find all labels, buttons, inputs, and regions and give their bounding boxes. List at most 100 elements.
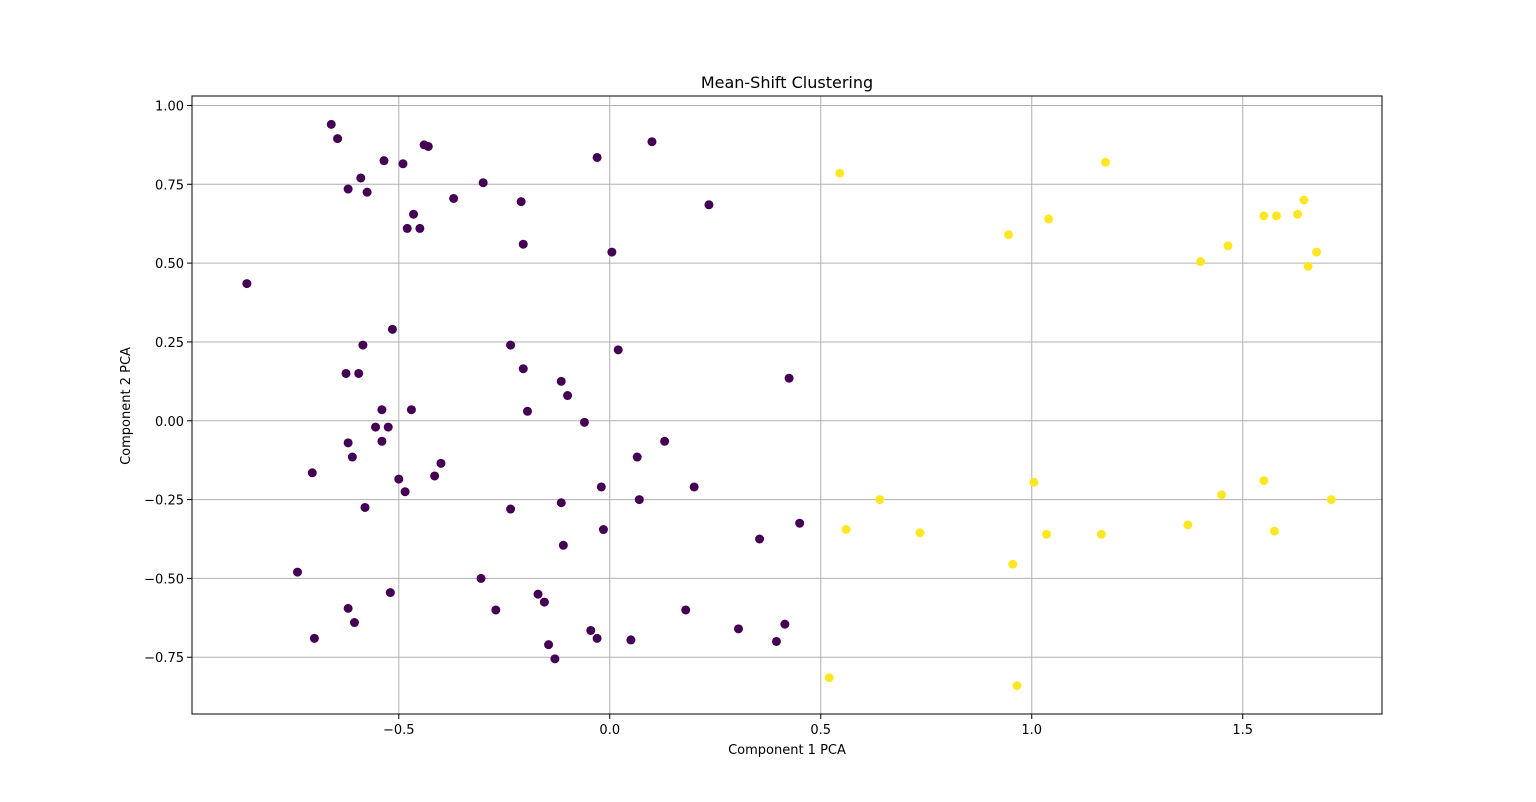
cluster-1-point	[1259, 211, 1269, 221]
cluster-0-point	[533, 589, 543, 599]
cluster-0-point	[343, 184, 353, 194]
x-tick-label: 1.0	[1021, 723, 1042, 738]
cluster-0-point	[387, 324, 397, 334]
cluster-0-point	[436, 458, 446, 468]
cluster-0-point	[449, 193, 459, 203]
cluster-0-point	[356, 173, 366, 183]
cluster-0-point	[795, 518, 805, 528]
cluster-0-point	[518, 364, 528, 374]
cluster-0-point	[491, 605, 501, 615]
cluster-1-point	[841, 525, 851, 535]
x-axis-ticks: −0.5 0.0 0.5 1.0 1.5	[383, 714, 1253, 738]
cluster-1-point	[915, 528, 925, 538]
cluster-1-point	[1008, 559, 1018, 569]
cluster-1-point	[1223, 241, 1233, 251]
cluster-0-point	[704, 200, 714, 210]
cluster-0-point	[558, 540, 568, 550]
y-axis-ticks: −0.75 −0.50 −0.25 0.00 0.25 0.50 0.75 1.00	[144, 99, 192, 666]
cluster-0-point	[681, 605, 691, 615]
cluster-0-point	[343, 438, 353, 448]
cluster-0-point	[522, 406, 532, 416]
cluster-0-point	[607, 247, 617, 257]
cluster-0-point	[360, 502, 370, 512]
cluster-0-point	[755, 534, 765, 544]
x-axis-label: Component 1 PCA	[728, 743, 846, 758]
cluster-0-point	[409, 209, 419, 219]
cluster-0-point	[385, 588, 395, 598]
cluster-1-point	[1012, 681, 1022, 691]
cluster-0-point	[415, 223, 425, 233]
y-tick-label: 1.00	[155, 99, 184, 114]
cluster-1-point	[1326, 495, 1336, 505]
cluster-0-point	[506, 340, 516, 350]
cluster-0-point	[586, 625, 596, 635]
cluster-0-point	[596, 482, 606, 492]
grid-lines	[192, 96, 1382, 714]
y-tick-label: −0.25	[144, 494, 184, 509]
cluster-0-point	[292, 567, 302, 577]
cluster-1-point	[835, 168, 845, 178]
cluster-0-point	[626, 635, 636, 645]
cluster-0-point	[402, 223, 412, 233]
x-tick-label: 1.5	[1232, 723, 1253, 738]
cluster-0-point	[592, 633, 602, 643]
cluster-0-point	[516, 197, 526, 207]
cluster-0-point	[377, 405, 387, 415]
cluster-0-point	[326, 119, 336, 129]
cluster-0-point	[419, 140, 429, 150]
cluster-1-point	[1042, 529, 1052, 539]
cluster-0-point	[307, 468, 317, 478]
cluster-0-point	[333, 134, 343, 144]
cluster-1-point	[1269, 526, 1279, 536]
x-tick-label: 0.5	[810, 723, 831, 738]
cluster-1-point	[875, 495, 885, 505]
cluster-1-point	[1217, 490, 1227, 500]
cluster-0-point	[371, 422, 381, 432]
cluster-0-point	[377, 436, 387, 446]
x-tick-label: −0.5	[383, 723, 415, 738]
cluster-1-point	[1029, 477, 1039, 487]
cluster-0-point	[780, 619, 790, 629]
cluster-0-point	[556, 376, 566, 386]
cluster-0-point	[632, 452, 642, 462]
cluster-1-point	[1004, 230, 1014, 240]
cluster-0-point	[358, 340, 368, 350]
cluster-1-point	[824, 673, 834, 683]
x-tick-label: 0.0	[599, 723, 620, 738]
cluster-1-point	[1101, 157, 1111, 167]
cluster-1-point	[1259, 476, 1269, 486]
y-tick-label: 0.75	[155, 178, 184, 193]
cluster-1-point	[1096, 529, 1106, 539]
y-tick-label: 0.50	[155, 257, 184, 272]
cluster-0-point	[379, 156, 389, 166]
axes-frame	[191, 95, 1383, 715]
y-axis-label: Component 2 PCA	[119, 347, 134, 465]
cluster-0-point	[400, 487, 410, 497]
cluster-0-point	[784, 373, 794, 383]
cluster-1-point	[1196, 257, 1206, 267]
cluster-0-point	[242, 279, 252, 289]
cluster-0-point	[478, 178, 488, 188]
y-tick-label: −0.50	[144, 572, 184, 587]
cluster-0-point	[550, 654, 560, 664]
cluster-0-point	[476, 573, 486, 583]
y-tick-label: 0.00	[155, 415, 184, 430]
cluster-0-point	[343, 603, 353, 613]
cluster-0-point	[647, 137, 657, 147]
cluster-0-point	[506, 504, 516, 514]
cluster-0-point	[383, 422, 393, 432]
cluster-0-point	[634, 495, 644, 505]
cluster-0-point	[430, 471, 440, 481]
cluster-1-point	[1303, 261, 1313, 271]
chart-title: Mean-Shift Clustering	[701, 73, 873, 92]
cluster-0-point	[556, 498, 566, 508]
cluster-0-point	[563, 391, 573, 401]
cluster-0-point	[579, 417, 589, 427]
cluster-0-point	[394, 474, 404, 484]
cluster-0-point	[544, 640, 554, 650]
cluster-1-point	[1293, 209, 1303, 219]
cluster-0-point	[347, 452, 357, 462]
cluster-0-point	[398, 159, 408, 169]
cluster-1-point	[1044, 214, 1054, 224]
cluster-0-point	[309, 633, 319, 643]
